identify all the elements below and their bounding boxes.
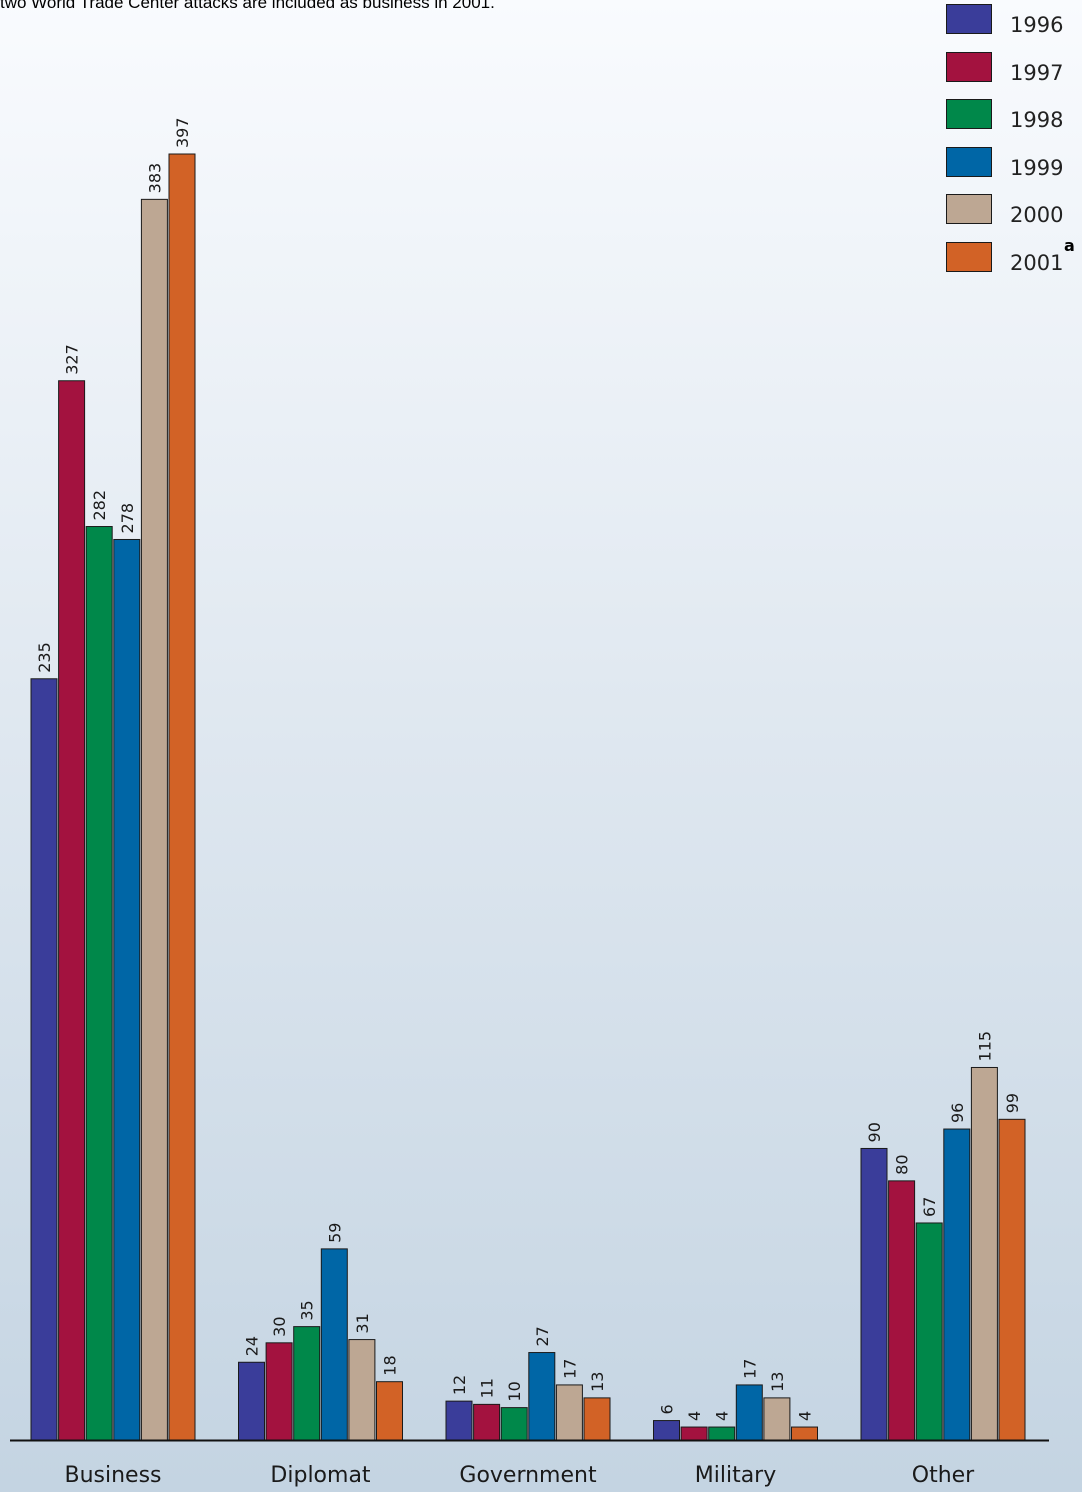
bar-military-1998 (708, 1426, 736, 1441)
data-label: 67 (920, 1197, 939, 1217)
bar-business-1997 (58, 380, 86, 1441)
data-label: 80 (893, 1155, 912, 1175)
legend-swatch (946, 146, 992, 177)
bar-military-1996 (653, 1420, 680, 1441)
data-label: 35 (298, 1300, 317, 1320)
data-label: 12 (450, 1375, 469, 1395)
data-label: 59 (325, 1223, 344, 1243)
data-label: 31 (353, 1313, 372, 1333)
data-label: 17 (560, 1359, 579, 1379)
legend-swatch (946, 241, 992, 272)
data-label: 13 (588, 1372, 607, 1392)
data-label: 90 (865, 1122, 884, 1142)
bar-other-1996 (860, 1147, 888, 1441)
legend-swatch (946, 194, 992, 224)
legend-swatch (946, 99, 992, 129)
data-label: 327 (63, 344, 82, 375)
bar-diplomat-2000 (348, 1339, 376, 1441)
bar-diplomat-2001 (376, 1381, 403, 1441)
category-label-business: Business (64, 1463, 161, 1488)
footnote-marker: a (1064, 235, 1075, 255)
legend-label: 1997 (1010, 60, 1064, 85)
bar-business-2001 (168, 153, 196, 1441)
data-label: 17 (740, 1359, 759, 1379)
category-label-diplomat: Diplomat (270, 1463, 371, 1488)
data-label: 27 (533, 1326, 552, 1346)
bar-diplomat-1997 (265, 1342, 293, 1441)
bar-government-1996 (445, 1400, 473, 1441)
data-label: 24 (243, 1336, 262, 1356)
data-label: 235 (35, 642, 54, 673)
bars-group (30, 153, 1026, 1441)
bar-other-2001 (998, 1118, 1026, 1441)
legend-item-2000: 2000 (946, 194, 1076, 228)
legend-label: 2000 (1010, 203, 1064, 227)
legend-swatch (946, 51, 992, 82)
legend-item-1998: 1998 (946, 99, 1076, 133)
data-label: 18 (381, 1355, 400, 1375)
bar-other-1999 (943, 1128, 971, 1441)
data-label: 4 (713, 1411, 732, 1421)
legend-label: 1999 (1010, 155, 1064, 180)
legend-swatch (946, 4, 992, 34)
data-labels-group: 235 327 282 278 383 397 24 30 35 59 31 18 12 11 10 27 17… (35, 117, 1022, 1421)
bar-diplomat-1996 (238, 1361, 265, 1441)
data-label: 13 (768, 1372, 787, 1392)
data-label: 96 (948, 1103, 967, 1123)
legend-item-2001: 2001 a (946, 236, 1076, 276)
legend-item-1996: 1996 (946, 4, 1076, 38)
data-label: 115 (975, 1031, 994, 1062)
data-label: 99 (1003, 1093, 1022, 1113)
category-label-government: Government (459, 1463, 597, 1488)
bar-business-2000 (140, 198, 168, 1441)
data-label: 383 (145, 163, 164, 194)
legend-label: 1998 (1010, 108, 1064, 132)
data-label: 6 (658, 1404, 677, 1414)
bar-business-1999 (113, 538, 141, 1441)
legend-item-1999: 1999 (946, 146, 1076, 181)
legend-label: 1996 (1010, 13, 1064, 37)
bar-military-2001 (791, 1426, 818, 1441)
bar-government-1999 (528, 1352, 556, 1441)
bar-other-1998 (915, 1222, 943, 1441)
bar-military-1999 (735, 1384, 763, 1441)
footnote-text: two World Trade Center attacks are inclu… (0, 0, 495, 12)
bar-other-2000 (970, 1066, 998, 1441)
data-label: 30 (270, 1316, 289, 1336)
legend-label: 2001 (1010, 250, 1064, 275)
bar-government-2001 (583, 1397, 611, 1441)
bar-diplomat-1998 (293, 1326, 321, 1441)
data-label: 4 (796, 1411, 815, 1421)
bar-business-1998 (85, 526, 113, 1441)
category-label-military: Military (695, 1463, 777, 1488)
data-label: 278 (118, 503, 137, 534)
bar-other-1997 (888, 1180, 916, 1441)
category-label-other: Other (912, 1463, 975, 1488)
bar-government-2000 (555, 1384, 583, 1441)
bar-military-2000 (763, 1397, 791, 1441)
data-label: 10 (505, 1381, 524, 1401)
bar-government-1997 (473, 1403, 501, 1441)
data-label: 11 (478, 1378, 497, 1398)
bar-government-1998 (500, 1407, 528, 1441)
bar-military-1997 (680, 1426, 708, 1441)
bar-diplomat-1999 (320, 1248, 348, 1441)
legend-item-1997: 1997 (946, 51, 1076, 86)
bar-business-1996 (30, 678, 58, 1441)
data-label: 282 (90, 490, 109, 521)
data-label: 397 (173, 117, 192, 148)
data-label: 4 (685, 1411, 704, 1421)
